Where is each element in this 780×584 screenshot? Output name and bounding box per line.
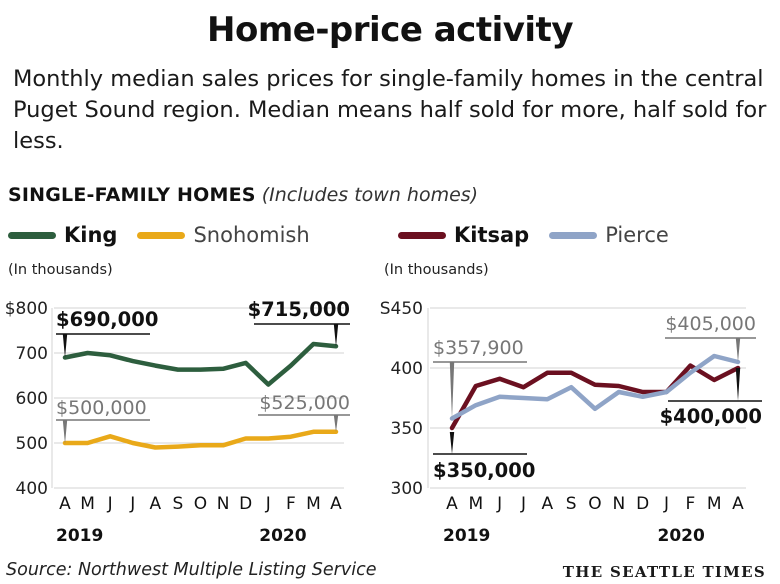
x-tick-label-9: J: [663, 494, 669, 514]
annotation-label-1: $715,000: [248, 298, 350, 321]
x-tick-label-0: A: [446, 494, 458, 514]
series-line-kitsap: [449, 363, 741, 431]
annotation-stem-3: [735, 368, 741, 401]
x-tick-label-11: M: [707, 494, 722, 514]
x-tick-label-3: J: [129, 494, 135, 514]
source-note: Source: Northwest Multiple Listing Servi…: [6, 560, 377, 580]
legend-label-kitsap: Kitsap: [454, 223, 530, 247]
legend-item-snohomish: Snohomish: [137, 223, 310, 247]
annotation-label-1: $405,000: [665, 313, 756, 335]
y-tick-label-350: 350: [391, 419, 423, 439]
annotation-stem-2: [449, 432, 455, 454]
legend-swatch-pierce: [549, 231, 598, 239]
x-tick-label-5: S: [173, 494, 184, 514]
section-title: SINGLE-FAMILY HOMES: [8, 184, 256, 206]
y-tick-label-300: 300: [391, 479, 423, 499]
series-line-pierce: [449, 353, 741, 421]
y-tick-label-400: 400: [391, 359, 423, 379]
y-tick-label-600: 600: [16, 389, 48, 409]
year-label-2020: 2020: [259, 526, 306, 546]
y-tick-label-700: 700: [16, 344, 48, 364]
y-tick-label-500: 500: [16, 434, 48, 454]
x-tick-label-1: M: [468, 494, 483, 514]
legend-swatch-kitsap: [398, 231, 446, 239]
x-tick-label-4: A: [150, 494, 162, 514]
legend-label-snohomish: Snohomish: [193, 223, 310, 247]
x-tick-label-6: O: [588, 494, 601, 514]
legend-item-king: King: [8, 223, 117, 247]
x-tick-label-12: A: [732, 494, 744, 514]
legend-left: King Snohomish: [8, 221, 330, 249]
annotation-label-2: $500,000: [56, 397, 147, 419]
year-label-2019: 2019: [56, 526, 103, 546]
year-label-2020: 2020: [658, 526, 705, 546]
y-tick-label-450: S450: [380, 299, 423, 319]
chart-subtitle: Monthly median sales prices for single-f…: [13, 66, 767, 154]
x-tick-label-10: F: [286, 494, 296, 514]
annotation-label-0: $690,000: [56, 308, 158, 331]
x-tick-label-3: J: [520, 494, 526, 514]
x-tick-label-7: N: [217, 494, 230, 514]
x-tick-label-8: D: [636, 494, 649, 514]
legend-right: Kitsap Pierce: [398, 221, 689, 249]
publisher-credit: THE SEATTLE TIMES: [562, 563, 766, 581]
annotation-label-3: $400,000: [660, 405, 762, 428]
annotation-stem-1: [735, 338, 741, 362]
annotation-label-0: $357,900: [433, 337, 524, 359]
x-tick-label-8: D: [239, 494, 252, 514]
y-tick-label-400: 400: [16, 479, 48, 499]
y-tick-label-800: $800: [5, 299, 48, 319]
x-tick-label-11: M: [306, 494, 321, 514]
x-tick-label-2: J: [107, 494, 113, 514]
legend-swatch-snohomish: [137, 231, 186, 239]
units-label-left: (In thousands): [8, 262, 113, 278]
x-tick-label-1: M: [80, 494, 95, 514]
section-heading: SINGLE-FAMILY HOMES (Includes town homes…: [8, 184, 478, 206]
x-tick-label-0: A: [59, 494, 71, 514]
annotation-stem-0: [449, 362, 455, 419]
annotation-stem-3: [333, 415, 339, 432]
x-tick-label-6: O: [194, 494, 207, 514]
annotation-label-3: $525,000: [259, 392, 350, 414]
x-tick-label-9: J: [265, 494, 271, 514]
x-tick-label-5: S: [566, 494, 577, 514]
year-label-2019: 2019: [443, 526, 490, 546]
x-tick-label-12: A: [330, 494, 342, 514]
legend-item-kitsap: Kitsap: [398, 223, 529, 247]
x-tick-label-4: A: [542, 494, 554, 514]
series-line-king: [62, 341, 339, 387]
legend-swatch-king: [8, 231, 56, 239]
legend-label-king: King: [64, 223, 118, 247]
x-tick-label-2: J: [496, 494, 502, 514]
annotation-stem-2: [62, 420, 68, 444]
legend-item-pierce: Pierce: [549, 223, 669, 247]
annotation-stem-0: [62, 334, 68, 358]
annotation-stem-1: [333, 324, 339, 347]
legend-label-pierce: Pierce: [605, 223, 669, 247]
series-line-snohomish: [62, 429, 339, 450]
annotation-label-2: $350,000: [433, 459, 535, 482]
chart-title: Home-price activity: [207, 10, 573, 50]
section-note: (Includes town homes): [261, 184, 479, 206]
x-tick-label-7: N: [612, 494, 625, 514]
units-label-right: (In thousands): [384, 262, 489, 278]
x-tick-label-10: F: [685, 494, 695, 514]
